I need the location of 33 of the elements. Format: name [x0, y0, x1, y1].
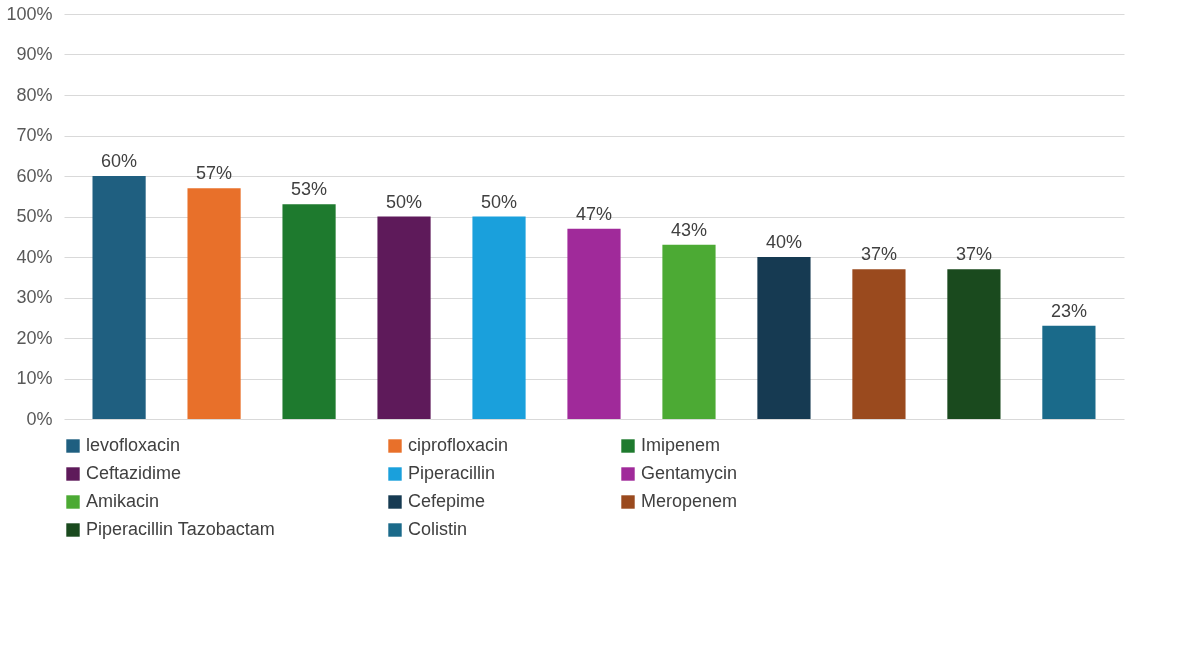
legend-label: Imipenem	[641, 435, 721, 455]
data-label: 60%	[101, 151, 138, 171]
data-label: 37%	[860, 244, 897, 265]
y-tick-label: 20%	[16, 327, 53, 348]
data-label: 43%	[670, 219, 707, 240]
legend-label: Piperacillin	[408, 463, 496, 483]
y-tick-label: 40%	[16, 246, 53, 267]
data-label: 23%	[1050, 300, 1087, 321]
y-tick-label: 0%	[26, 408, 53, 429]
legend-label: Ceftazidime	[86, 463, 182, 483]
y-tick-label: 60%	[16, 165, 53, 186]
y-tick-label: 100%	[6, 3, 53, 24]
legend-label: Colistin	[408, 519, 468, 539]
data-label: 37%	[955, 244, 992, 265]
legend-label: levofloxacin	[86, 435, 181, 455]
y-tick-label: 70%	[16, 125, 53, 145]
legend-label: Amikacin	[86, 491, 160, 511]
legend-label: ciprofloxacin	[408, 435, 509, 455]
y-tick-label: 10%	[16, 368, 53, 388]
data-label: 57%	[196, 163, 233, 184]
data-label: 50%	[386, 191, 423, 212]
data-label: 47%	[575, 203, 613, 224]
data-label: 40%	[765, 232, 802, 252]
y-tick-label: 50%	[16, 206, 53, 226]
legend-label: Gentamycin	[641, 463, 738, 483]
y-tick-label: 30%	[16, 287, 53, 307]
legend-label: Piperacillin Tazobactam	[86, 519, 275, 539]
y-tick-label: 80%	[16, 84, 53, 105]
y-tick-label: 90%	[16, 44, 53, 64]
legend-label: Meropenem	[641, 491, 738, 511]
data-label: 53%	[291, 179, 328, 200]
legend-label: Cefepime	[408, 491, 486, 511]
data-label: 50%	[481, 191, 518, 212]
